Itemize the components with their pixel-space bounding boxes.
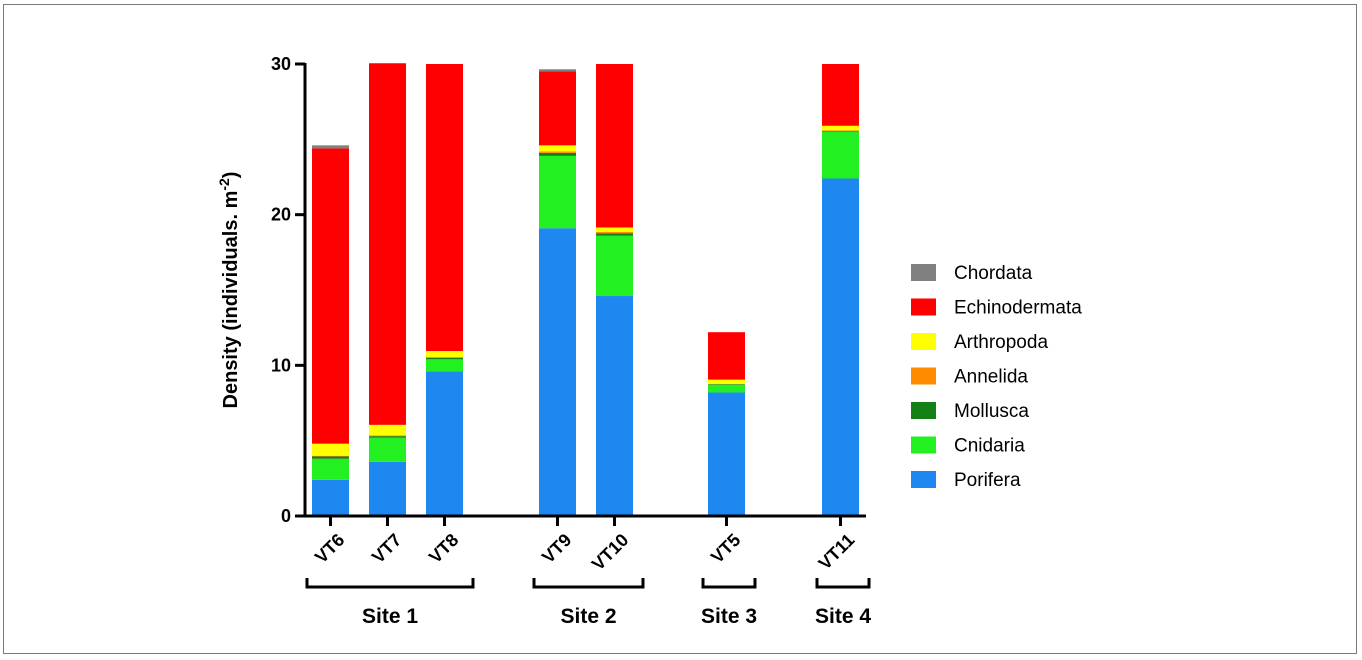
bar-segment-vt6-cnidaria: [312, 458, 349, 480]
bar-segment-vt7-echinodermata: [369, 63, 406, 425]
x-tick-label-vt6: VT6: [311, 530, 348, 567]
bar-segment-vt8-cnidaria: [426, 359, 463, 372]
y-axis-title-end: ): [220, 172, 242, 179]
site-groups-layer: Site 1 Site 2 Site 3 Site 4: [305, 578, 871, 628]
bar-segment-vt8-annelida: [426, 357, 463, 358]
bar-segment-vt9-arthropoda: [539, 145, 576, 152]
bar-segment-vt5-porifera: [708, 392, 745, 516]
y-tick-label-30: 30: [271, 54, 291, 74]
bar-segment-vt9-chordata: [539, 69, 576, 72]
site-bracket-site-1: [305, 578, 475, 589]
site-label-site-4: Site 4: [815, 605, 871, 628]
legend-label-annelida: Annelida: [954, 367, 1028, 388]
bars-layer: [312, 63, 859, 517]
y-tick-label-20: 20: [271, 205, 291, 225]
bar-segment-vt7-cnidaria: [369, 437, 406, 462]
bar-segment-vt11-echinodermata: [822, 64, 859, 126]
site-bracket-site-2: [532, 578, 645, 589]
bar-segment-vt11-mollusca: [822, 131, 859, 132]
site-bracket-site-4: [815, 578, 871, 589]
bar-segment-vt10-annelida: [596, 231, 633, 234]
chart-frame: [3, 4, 1357, 654]
x-tick-label-vt11: VT11: [815, 530, 859, 574]
bar-segment-vt5-mollusca: [708, 384, 745, 385]
legend-label-porifera: Porifera: [954, 470, 1021, 491]
x-tick-label-vt5: VT5: [707, 530, 744, 567]
legend-label-arthropoda: Arthropoda: [954, 332, 1048, 353]
bar-segment-vt10-arthropoda: [596, 227, 633, 232]
x-tick-label-vt9: VT9: [538, 530, 575, 567]
bar-segment-vt8-echinodermata: [426, 64, 463, 352]
bar-segment-vt11-annelida: [822, 130, 859, 132]
bar-segment-vt11-cnidaria: [822, 131, 859, 179]
site-label-site-2: Site 2: [560, 605, 616, 628]
legend-label-chordata: Chordata: [954, 263, 1033, 284]
bar-segment-vt6-mollusca: [312, 456, 349, 459]
bar-segment-vt11-arthropoda: [822, 125, 859, 131]
legend-swatch-echinodermata: [911, 298, 936, 316]
legend-label-cnidaria: Cnidaria: [954, 436, 1025, 457]
bar-segment-vt9-cnidaria: [539, 155, 576, 229]
bar-segment-vt7-mollusca: [369, 436, 406, 438]
legend-swatch-cnidaria: [911, 436, 936, 454]
legend-swatch-annelida: [911, 367, 936, 385]
bar-segment-vt8-porifera: [426, 371, 463, 516]
y-axis-title-main: Density (individuals. m: [220, 191, 242, 409]
bar-segment-vt7-arthropoda: [369, 424, 406, 436]
bar-segment-vt6-arthropoda: [312, 443, 349, 456]
site-bracket-site-3: [701, 578, 757, 589]
x-tick-label-vt8: VT8: [425, 530, 462, 567]
bar-segment-vt7-porifera: [369, 461, 406, 516]
bar-segment-vt6-porifera: [312, 479, 349, 516]
legend-swatch-arthropoda: [911, 333, 936, 350]
bar-segment-vt9-echinodermata: [539, 71, 576, 146]
bar-segment-vt5-echinodermata: [708, 332, 745, 380]
bar-segment-vt8-arthropoda: [426, 351, 463, 358]
x-tick-label-vt7: VT7: [368, 530, 405, 567]
bar-segment-vt6-echinodermata: [312, 148, 349, 444]
bar-segment-vt9-mollusca: [539, 152, 576, 156]
bar-segment-vt10-mollusca: [596, 233, 633, 236]
bar-segment-vt6-annelida: [312, 455, 349, 457]
bar-segment-vt5-arthropoda: [708, 379, 745, 385]
legend-label-mollusca: Mollusca: [954, 401, 1029, 422]
y-tick-label-10: 10: [271, 355, 291, 375]
bar-segment-vt8-mollusca: [426, 357, 463, 360]
y-axis-title-superscript: -2: [216, 178, 232, 191]
legend-swatch-mollusca: [911, 402, 936, 419]
bar-segment-vt10-cnidaria: [596, 235, 633, 297]
legend-swatch-porifera: [911, 471, 936, 488]
y-tick-label-0: 0: [281, 506, 291, 526]
y-axis-title: Density (individuals. m-2): [216, 172, 242, 409]
x-tick-label-vt10: VT10: [588, 530, 633, 575]
site-label-site-3: Site 3: [701, 605, 757, 628]
bar-segment-vt5-cnidaria: [708, 384, 745, 393]
legend-swatch-chordata: [911, 264, 936, 281]
legend: Chordata Echinodermata Arthropoda Annelida M…: [911, 263, 1082, 491]
legend-label-echinodermata: Echinodermata: [954, 298, 1082, 319]
bar-segment-vt9-annelida: [539, 151, 576, 153]
bar-segment-vt6-chordata: [312, 145, 349, 149]
bar-segment-vt10-echinodermata: [596, 64, 633, 228]
bar-segment-vt10-porifera: [596, 296, 633, 516]
site-label-site-1: Site 1: [362, 605, 418, 628]
bar-segment-vt7-annelida: [369, 435, 406, 437]
bar-segment-vt9-porifera: [539, 228, 576, 516]
bar-segment-vt11-porifera: [822, 178, 859, 517]
